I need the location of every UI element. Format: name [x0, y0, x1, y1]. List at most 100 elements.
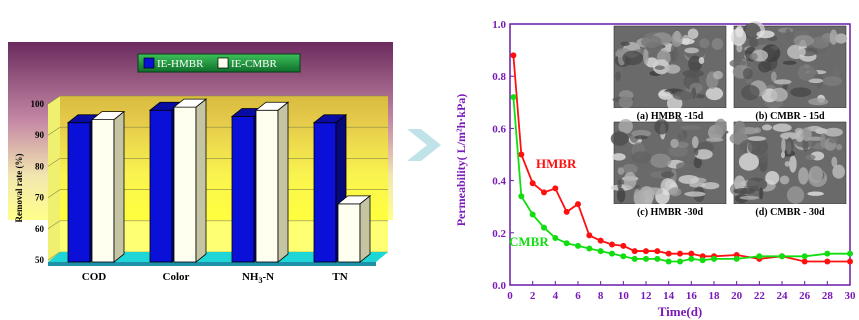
micrograph-texture: [789, 155, 797, 173]
bar-side: [195, 98, 207, 263]
y-tick-label: 50: [35, 255, 45, 265]
point-cmbr: [643, 255, 649, 262]
micrograph-texture: [617, 48, 630, 54]
y-tick-label: 0.8: [492, 71, 506, 83]
x-tick-label: 12: [641, 290, 653, 302]
micrograph-texture: [797, 64, 816, 81]
legend-label-cmbr: IE-CMBR: [231, 58, 278, 70]
annotation-cmbr: CMBR: [509, 234, 549, 249]
micrograph-texture: [654, 119, 669, 135]
point-hmbr: [563, 208, 570, 215]
category-labels: COD Color NH3-N TN: [82, 271, 348, 285]
micrograph-texture: [641, 35, 662, 49]
x-tick-label: 6: [575, 290, 581, 302]
point-hmbr: [677, 250, 683, 257]
axis-ticks: 0 2 4 6 8 10 12 14 16 18 20 22 24 26 28 300.00.20.40.60…: [492, 19, 856, 302]
micrograph-texture: [753, 127, 762, 134]
micrograph-caption: (c) HMBR -30d: [637, 207, 704, 218]
x-tick-label: 10: [618, 290, 630, 302]
category-label: TN: [332, 271, 347, 283]
micrograph-texture: [780, 132, 801, 140]
micrograph-texture: [693, 156, 702, 169]
x-tick-label: 4: [553, 290, 559, 302]
micrograph-texture: [618, 118, 633, 134]
micrograph-texture: [746, 177, 768, 191]
micrograph-texture: [831, 156, 838, 168]
bar-ie-hmbr-1: [149, 109, 173, 263]
micrograph-caption-bg: [734, 108, 846, 122]
category-label: NH3-N: [242, 271, 274, 285]
bar-top: [90, 111, 126, 120]
micrograph-texture: [780, 151, 786, 159]
micrograph-texture: [733, 120, 746, 136]
micrograph-texture: [615, 71, 621, 82]
point-hmbr: [552, 185, 559, 192]
micrograph-texture: [634, 191, 645, 206]
point-hmbr: [529, 180, 536, 187]
micrograph-texture: [665, 64, 681, 74]
micrograph-texture: [811, 36, 830, 49]
micrograph-texture: [645, 187, 664, 195]
bar-group: [66, 98, 372, 263]
x-tick-label: 0: [507, 290, 513, 302]
bar-ie-cmbr-1: [173, 106, 197, 263]
micrograph-texture: [738, 152, 759, 171]
point-hmbr: [609, 241, 615, 248]
gridline-side: [47, 158, 61, 167]
micrograph-texture: [829, 29, 838, 45]
gridline-side: [47, 189, 61, 198]
category-label: COD: [82, 271, 107, 283]
micrograph-caption: (b) CMBR - 15d: [755, 111, 825, 122]
series-group: [510, 52, 853, 265]
bar-ie-cmbr-0: [91, 119, 115, 263]
micrograph-caption-bg: [614, 108, 726, 122]
point-cmbr: [631, 255, 638, 262]
micrograph-texture: [684, 191, 706, 197]
point-cmbr: [711, 255, 717, 262]
bar-side: [113, 110, 125, 263]
micrograph-texture: [658, 91, 671, 97]
micrograph-texture: [765, 170, 780, 185]
y-tick-label: 80: [35, 161, 45, 171]
y-tick-label: 100: [31, 99, 45, 109]
micrograph-texture: [781, 137, 786, 154]
micrograph-texture: [822, 76, 843, 87]
y-tick-label: 0.2: [492, 228, 506, 240]
micrograph-texture: [832, 164, 845, 179]
micrograph-texture: [802, 138, 809, 153]
x-tick-label: 20: [731, 290, 743, 302]
legend-swatch-cmbr: [217, 57, 229, 69]
x-tick-label: 30: [845, 290, 857, 302]
micrograph-texture: [670, 44, 676, 63]
micrograph-texture: [714, 118, 727, 136]
point-cmbr: [665, 258, 672, 265]
micrograph-texture: [696, 94, 705, 99]
micrograph-texture: [771, 71, 777, 82]
micrograph-texture: [634, 135, 648, 140]
micrograph-texture: [756, 30, 775, 39]
micrograph-texture: [691, 136, 699, 149]
micrograph-texture: [643, 48, 649, 65]
micrograph-texture: [694, 149, 713, 160]
micrograph-texture: [699, 38, 710, 49]
micrograph-texture: [759, 187, 764, 200]
point-cmbr: [510, 94, 517, 101]
micrograph-texture: [671, 31, 683, 47]
bar-ie-cmbr-2: [255, 109, 279, 263]
point-cmbr: [801, 253, 808, 260]
micrograph-texture: [741, 84, 760, 101]
micrograph-texture: [761, 124, 773, 131]
point-cmbr: [654, 255, 661, 262]
x-tick-label: 18: [709, 290, 721, 302]
point-cmbr: [563, 240, 570, 247]
micrograph-texture: [745, 78, 753, 84]
micrograph-texture: [743, 22, 761, 40]
y-axis-label: Permeability( L/m²h·kPa): [454, 94, 468, 227]
point-cmbr: [756, 253, 763, 260]
bar-ie-hmbr-3: [313, 122, 337, 263]
x-tick-label: 16: [686, 290, 698, 302]
micrograph-texture: [676, 162, 689, 171]
point-cmbr: [541, 224, 547, 231]
x-axis-label: Time(d): [658, 304, 703, 319]
micrograph-texture: [616, 188, 626, 203]
